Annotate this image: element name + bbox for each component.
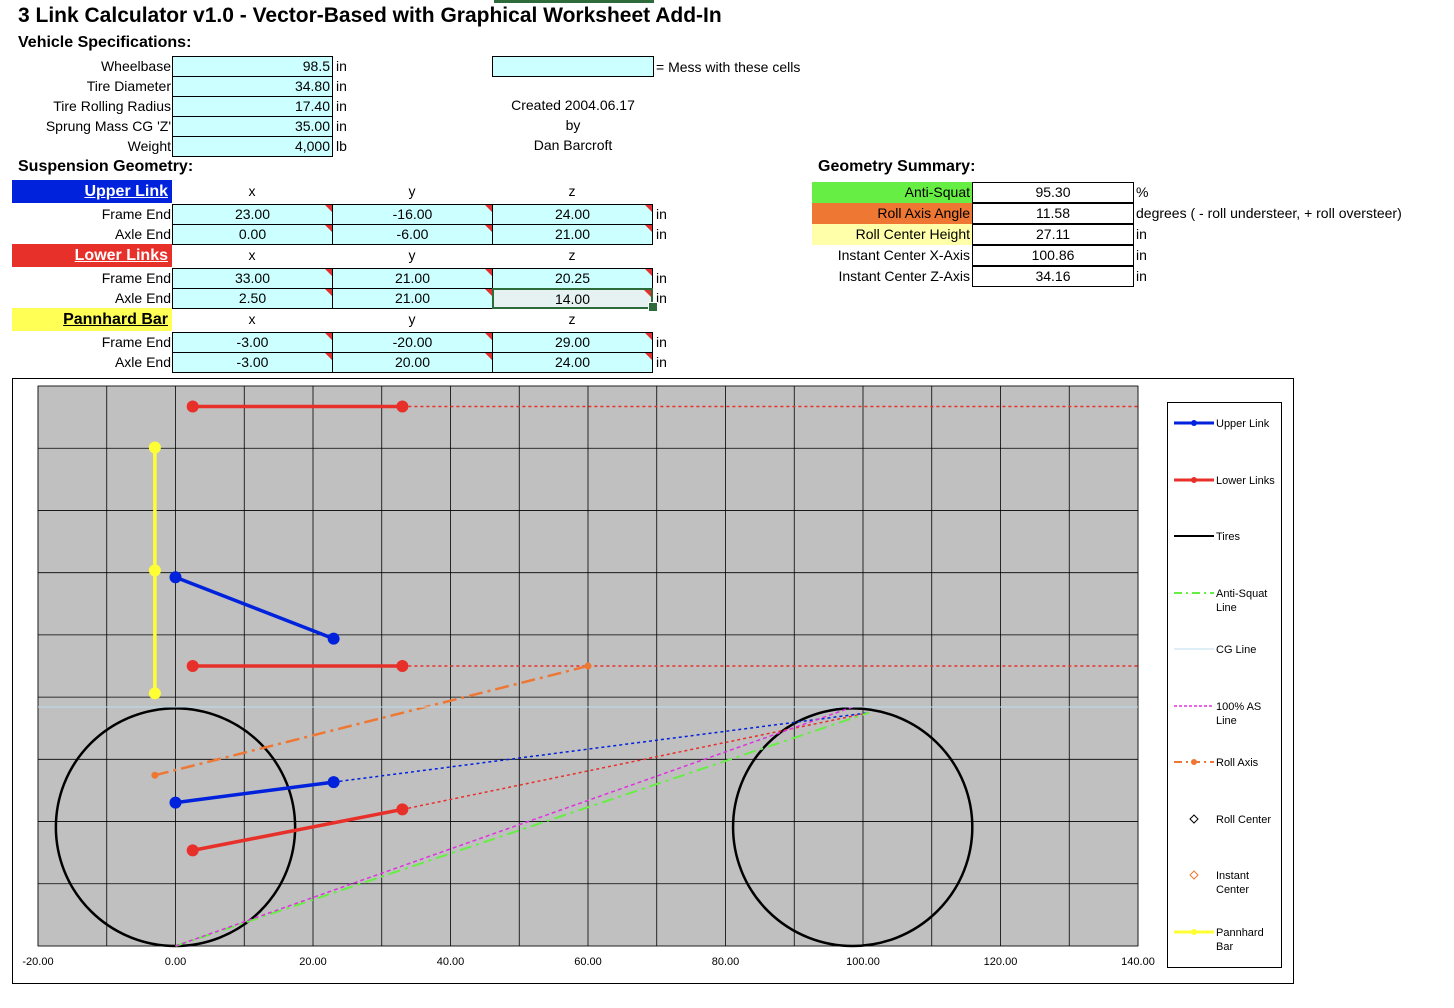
summary-label: Instant Center X-Axis <box>837 247 970 263</box>
pannhard-frame-unit: in <box>656 334 667 350</box>
summary-label: Roll Axis Angle <box>812 203 972 224</box>
input-legend-note: = Mess with these cells <box>656 59 801 75</box>
upper-frame-y-input[interactable]: -16.00 <box>332 204 493 225</box>
spec-input[interactable]: 34.80 <box>172 76 333 97</box>
upper-axle-x-input[interactable]: 0.00 <box>172 224 333 245</box>
suspension-heading: Suspension Geometry: <box>18 158 194 175</box>
vehicle-specs-heading: Vehicle Specifications: <box>18 34 192 51</box>
cell-fill-handle[interactable] <box>648 302 658 312</box>
summary-unit: in <box>1136 268 1147 284</box>
spec-input[interactable]: 4,000 <box>172 136 333 157</box>
spec-unit: in <box>336 78 347 94</box>
pannhard-axle-x-input[interactable]: -3.00 <box>172 352 333 373</box>
spec-unit: lb <box>336 138 347 154</box>
summary-unit: % <box>1136 184 1149 200</box>
lower-axis-z: z <box>568 247 576 263</box>
summary-value: 27.11 <box>972 224 1134 245</box>
summary-label: Instant Center Z-Axis <box>838 268 971 284</box>
pannhard-frame-x-input[interactable]: -3.00 <box>172 332 333 353</box>
summary-label: Roll Center Height <box>812 224 972 245</box>
lower-axis-x: x <box>248 247 256 263</box>
spec-label: Tire Diameter <box>86 78 171 94</box>
lower-frame-label: Frame End <box>101 270 171 286</box>
lower-frame-z-input[interactable]: 20.25 <box>492 268 653 289</box>
pannhard-axis-x: x <box>248 311 256 327</box>
spec-label: Weight <box>127 138 171 154</box>
lower-frame-y-input[interactable]: 21.00 <box>332 268 493 289</box>
spec-unit: in <box>336 58 347 74</box>
spec-input[interactable]: 17.40 <box>172 96 333 117</box>
upper-frame-unit: in <box>656 206 667 222</box>
upper-axle-label: Axle End <box>114 226 171 242</box>
credits-by: by <box>565 117 581 133</box>
legend-label: Pannhard Bar <box>1216 926 1264 953</box>
summary-unit: degrees ( - roll understeer, + roll over… <box>1136 205 1402 221</box>
legend-label: Upper Link <box>1216 418 1270 430</box>
spec-unit: in <box>336 98 347 114</box>
pannhard-axle-label: Axle End <box>114 354 171 370</box>
legend-label: Instant Center <box>1216 870 1250 896</box>
pannhard-axle-unit: in <box>656 354 667 370</box>
lower-axis-y: y <box>408 247 416 263</box>
upper-axis-x: x <box>248 183 256 199</box>
spec-label: Sprung Mass CG 'Z' <box>45 118 171 134</box>
summary-unit: in <box>1136 247 1147 263</box>
spec-label: Tire Rolling Radius <box>53 98 171 114</box>
summary-value: 95.30 <box>972 182 1134 203</box>
legend-label: Roll Center <box>1216 813 1272 826</box>
pannhard-frame-y-input[interactable]: -20.00 <box>332 332 493 353</box>
summary-unit: in <box>1136 226 1147 242</box>
summary-value: 34.16 <box>972 266 1134 287</box>
upper-axis-y: y <box>408 183 416 199</box>
spec-input[interactable]: 35.00 <box>172 116 333 137</box>
pannhard-frame-label: Frame End <box>101 334 171 350</box>
sheet-title: 3 Link Calculator v1.0 - Vector-Based wi… <box>18 4 722 27</box>
pannhard-axis-z: z <box>568 311 576 327</box>
lower-axle-unit: in <box>656 290 667 306</box>
chart-area[interactable] <box>12 378 1294 984</box>
upper-frame-z-input[interactable]: 24.00 <box>492 204 653 225</box>
lower-link-header: Lower Links <box>12 244 172 267</box>
pannhard-axle-z-input[interactable]: 24.00 <box>492 352 653 373</box>
lower-axle-y-input[interactable]: 21.00 <box>332 288 493 309</box>
legend-label: Anti-Squat Line <box>1216 587 1268 614</box>
legend-label: CG Line <box>1216 644 1257 656</box>
legend-label: Lower Links <box>1216 474 1275 487</box>
pannhard-axle-y-input[interactable]: 20.00 <box>332 352 493 373</box>
pannhard-link-header: Pannhard Bar <box>12 308 172 331</box>
spec-input[interactable]: 98.5 <box>172 56 333 77</box>
legend-label: Roll Axis <box>1216 757 1259 769</box>
lower-axle-z-input[interactable]: 14.00 <box>492 288 653 309</box>
summary-value: 11.58 <box>972 203 1134 224</box>
pannhard-frame-z-input[interactable]: 29.00 <box>492 332 653 353</box>
upper-axle-unit: in <box>656 226 667 242</box>
upper-frame-label: Frame End <box>101 206 171 222</box>
lower-axle-x-input[interactable]: 2.50 <box>172 288 333 309</box>
lower-frame-unit: in <box>656 270 667 286</box>
pannhard-axis-y: y <box>408 311 416 327</box>
upper-axle-y-input[interactable]: -6.00 <box>332 224 493 245</box>
summary-heading: Geometry Summary: <box>818 158 976 175</box>
upper-axis-z: z <box>568 183 576 199</box>
upper-frame-x-input[interactable]: 23.00 <box>172 204 333 225</box>
input-legend-swatch <box>492 56 654 77</box>
upper-axle-z-input[interactable]: 21.00 <box>492 224 653 245</box>
legend-label: 100% AS Line <box>1216 700 1262 727</box>
credits-author: Dan Barcroft <box>533 137 613 153</box>
sheet-top-marker <box>494 0 654 3</box>
lower-frame-x-input[interactable]: 33.00 <box>172 268 333 289</box>
upper-link-header: Upper Link <box>12 180 172 203</box>
chart-legend: Upper Link Lower Links Tires Anti-Squat Lin… <box>1167 402 1282 968</box>
summary-value: 100.86 <box>972 245 1134 266</box>
legend-label: Tires <box>1216 531 1241 543</box>
spec-unit: in <box>336 118 347 134</box>
spec-label: Wheelbase <box>100 58 171 74</box>
credits-created: Created 2004.06.17 <box>511 97 635 113</box>
lower-axle-label: Axle End <box>114 290 171 306</box>
summary-label: Anti-Squat <box>812 182 972 203</box>
